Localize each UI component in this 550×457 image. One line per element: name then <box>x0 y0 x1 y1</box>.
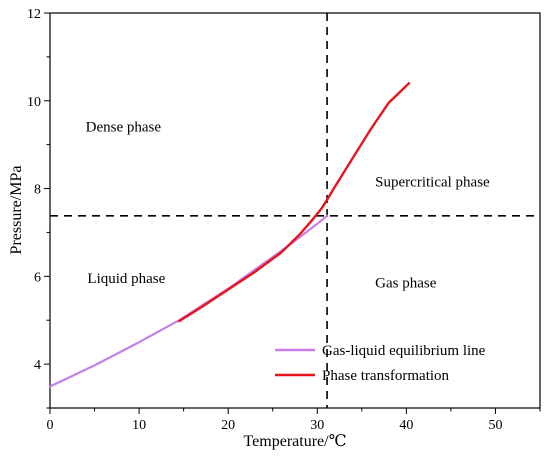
plot-area <box>49 12 541 409</box>
y-tick-label: 4 <box>34 358 41 373</box>
x-axis-label: Temperature/℃ <box>244 433 347 450</box>
y-axis-label: Pressure/MPa <box>8 166 25 255</box>
x-tick-label: 30 <box>310 418 324 433</box>
region-label: Gas phase <box>375 275 437 291</box>
legend-label: Gas-liquid equilibrium line <box>322 343 486 359</box>
x-tick-label: 0 <box>47 418 54 433</box>
region-label: Supercritical phase <box>375 174 490 190</box>
legend: Gas-liquid equilibrium line Phase transfo… <box>275 343 486 384</box>
legend-label: Phase transformation <box>322 368 450 384</box>
series-line-phase-transformation <box>177 81 411 323</box>
region-label: Liquid phase <box>87 271 165 287</box>
x-tick-label: 20 <box>221 418 235 433</box>
x-tick-label: 10 <box>132 418 146 433</box>
region-label: Dense phase <box>86 120 162 136</box>
y-tick-label: 8 <box>34 183 41 198</box>
y-tick-label: 6 <box>34 270 41 285</box>
x-tick-label: 40 <box>399 418 413 433</box>
y-tick-label: 12 <box>27 7 41 22</box>
y-tick-label: 10 <box>27 95 41 110</box>
x-tick-label: 50 <box>488 418 502 433</box>
